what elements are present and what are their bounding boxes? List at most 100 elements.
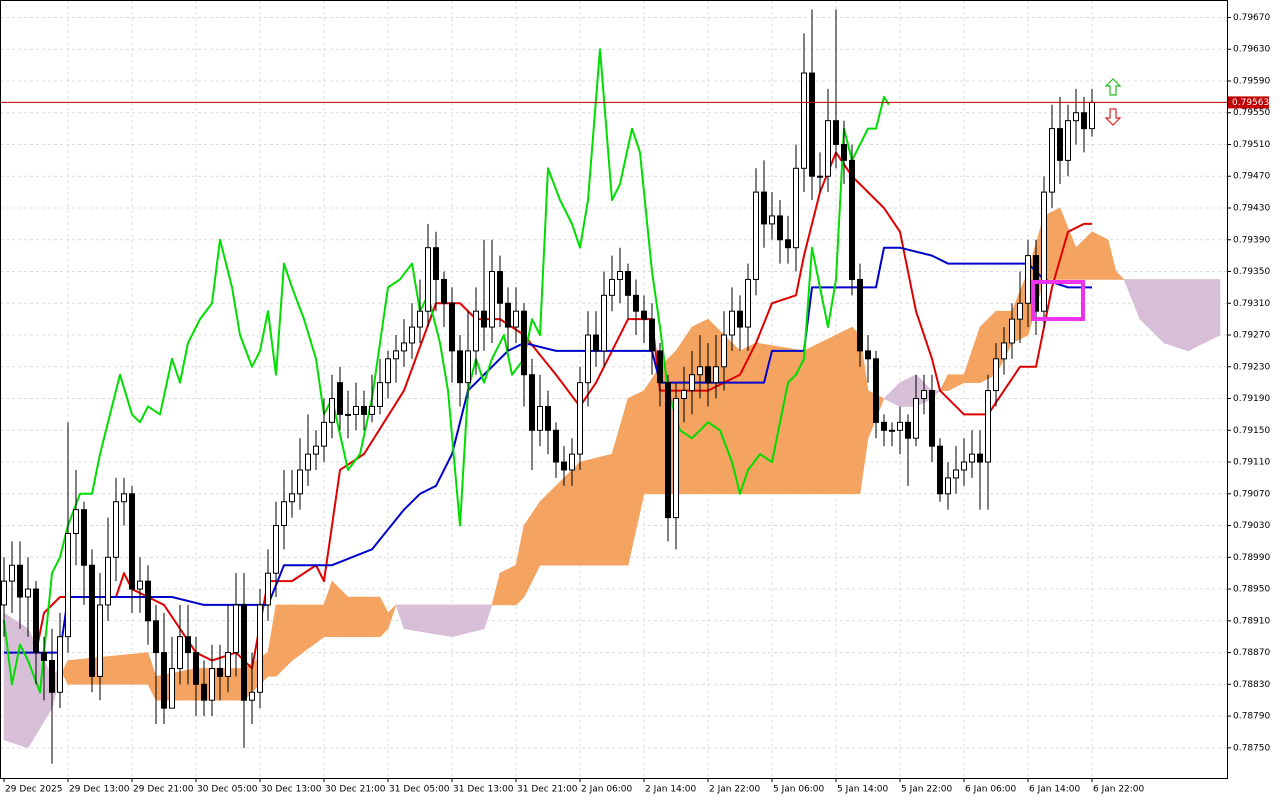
candle-body: [561, 461, 567, 471]
candle-body: [657, 350, 663, 384]
candle-body: [833, 120, 839, 145]
candle-body: [961, 461, 967, 471]
candle-body: [673, 398, 679, 519]
candle-body: [497, 271, 503, 304]
candle-body: [617, 271, 623, 280]
candle-body: [105, 556, 111, 606]
candle-body: [185, 636, 191, 654]
candle-body: [865, 350, 871, 360]
candle-body: [217, 667, 223, 677]
down-arrow: [1104, 108, 1122, 126]
candle-body: [953, 469, 959, 479]
candle-body: [457, 350, 463, 384]
candle-body: [17, 564, 23, 598]
candle-body: [177, 636, 183, 669]
candle-body: [737, 310, 743, 328]
cloud-segment: [3, 612, 29, 749]
candle-body: [529, 374, 535, 431]
candle-body: [289, 493, 295, 503]
candle-body: [601, 294, 607, 352]
candle-body: [889, 429, 895, 432]
candle-body: [401, 342, 407, 352]
candle-body: [881, 421, 887, 431]
candle-body: [649, 318, 655, 352]
candle-body: [681, 390, 687, 400]
y-tick-label: 0.79270: [1233, 331, 1270, 341]
candle-body: [593, 334, 599, 352]
y-tick-label: 0.79310: [1233, 299, 1270, 309]
candle-body: [777, 215, 783, 241]
candle-body: [1089, 101, 1095, 130]
cloud-segment: [483, 604, 493, 629]
candle-body: [161, 652, 167, 709]
candle-body: [305, 453, 311, 471]
candle-body: [641, 310, 647, 320]
candle-body: [241, 604, 247, 701]
x-tick-label: 29 Dec 21:00: [133, 785, 194, 795]
candle-body: [625, 271, 631, 296]
candle-body: [945, 477, 951, 495]
candle-body: [633, 294, 639, 312]
y-tick-label: 0.79510: [1233, 140, 1270, 150]
candle-body: [513, 310, 519, 328]
candle-body: [585, 334, 591, 384]
candle-body: [785, 239, 791, 249]
y-tick-label: 0.79630: [1233, 45, 1270, 55]
candle-body: [113, 501, 119, 558]
candle-body: [729, 310, 735, 336]
candle-body: [273, 525, 279, 574]
candle-body: [873, 358, 879, 423]
y-tick-label: 0.78830: [1233, 680, 1270, 690]
candle-body: [425, 247, 431, 312]
y-tick-label: 0.78790: [1233, 712, 1270, 722]
candle-body: [225, 652, 231, 677]
axes: 0.79670 0.79630 0.79590 0.79550 0.79510 0.794…: [3, 13, 1270, 795]
candle-body: [313, 445, 319, 455]
candle-body: [257, 604, 263, 693]
indicator-line: [3, 48, 890, 694]
candle-body: [9, 564, 15, 582]
y-tick-label: 0.78910: [1233, 616, 1270, 626]
cloud-segment: [387, 604, 397, 629]
candle-body: [905, 421, 911, 439]
candle-body: [921, 390, 927, 400]
candle-body: [449, 302, 455, 352]
candle-body: [553, 429, 559, 463]
candle-body: [969, 453, 975, 463]
candle-body: [169, 667, 175, 709]
candle-body: [929, 390, 935, 447]
candle-body: [817, 175, 823, 178]
candle-body: [321, 421, 327, 447]
candle-body: [1057, 128, 1063, 161]
candle-body: [81, 509, 87, 566]
candle-body: [761, 191, 767, 225]
y-tick-label: 0.79030: [1233, 521, 1270, 531]
x-tick-label: 2 Jan 14:00: [645, 785, 697, 795]
candle-body: [73, 509, 79, 534]
candle-body: [1, 580, 7, 606]
candle-body: [297, 469, 303, 495]
candle-body: [1041, 191, 1047, 312]
candle-body: [337, 382, 343, 415]
candle-body: [1073, 112, 1079, 122]
candle-body: [1001, 342, 1007, 360]
x-tick-label: 5 Jan 06:00: [773, 785, 825, 795]
current-price-label: 0.79563: [1232, 98, 1269, 108]
current-price-box: [1228, 96, 1269, 109]
candle-body: [713, 366, 719, 384]
cloud-segment: [1187, 279, 1221, 352]
y-tick-label: 0.78750: [1233, 743, 1270, 753]
x-tick-label: 29 Dec 2025: [5, 785, 63, 795]
candle-body: [137, 580, 143, 590]
candle-body: [537, 405, 543, 431]
candle-body: [1025, 255, 1031, 304]
candle-body: [25, 588, 31, 598]
candle-body: [473, 310, 479, 352]
candle-body: [721, 334, 727, 368]
candle-body: [801, 72, 807, 169]
y-tick-label: 0.79230: [1233, 362, 1270, 372]
y-tick-label: 0.79550: [1233, 108, 1270, 118]
y-tick-label: 0.79070: [1233, 489, 1270, 499]
